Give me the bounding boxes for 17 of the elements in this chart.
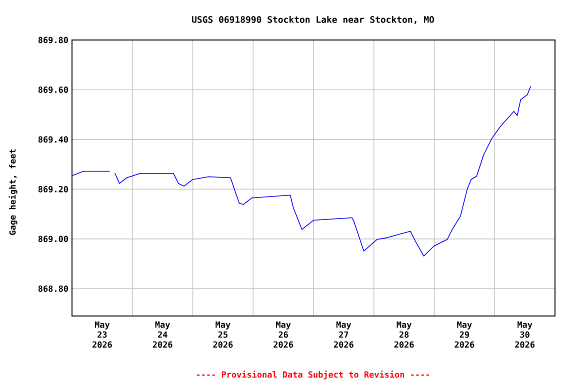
text: ---- Provisional Data Subject to Revision ----	[196, 370, 430, 380]
chart-title: USGS 06918990 Stockton Lake near Stockton, MO	[192, 16, 434, 24]
x-tick-label: May 27 2026	[334, 322, 354, 348]
y-tick-label: 869.60	[38, 86, 68, 93]
x-tick-label: May 29 2026	[454, 322, 474, 348]
y-tick-label: 868.80	[38, 285, 68, 292]
y-axis-title: Gage height, feet	[8, 149, 18, 235]
y-tick-label: 869.00	[38, 236, 68, 242]
x-tick-label: May 23 2026	[92, 322, 112, 348]
y-tick-label: 869.80	[38, 36, 68, 44]
x-tick-label: May 26 2026	[274, 322, 294, 348]
x-tick-label: May 28 2026	[394, 322, 414, 348]
y-tick-label: 869.40	[38, 136, 68, 143]
x-tick-label: May 30 2026	[515, 322, 535, 348]
x-tick-label: May 24 2026	[152, 322, 172, 348]
y-tick-label: 869.20	[38, 186, 68, 192]
x-tick-label: May 25 2026	[213, 322, 233, 348]
